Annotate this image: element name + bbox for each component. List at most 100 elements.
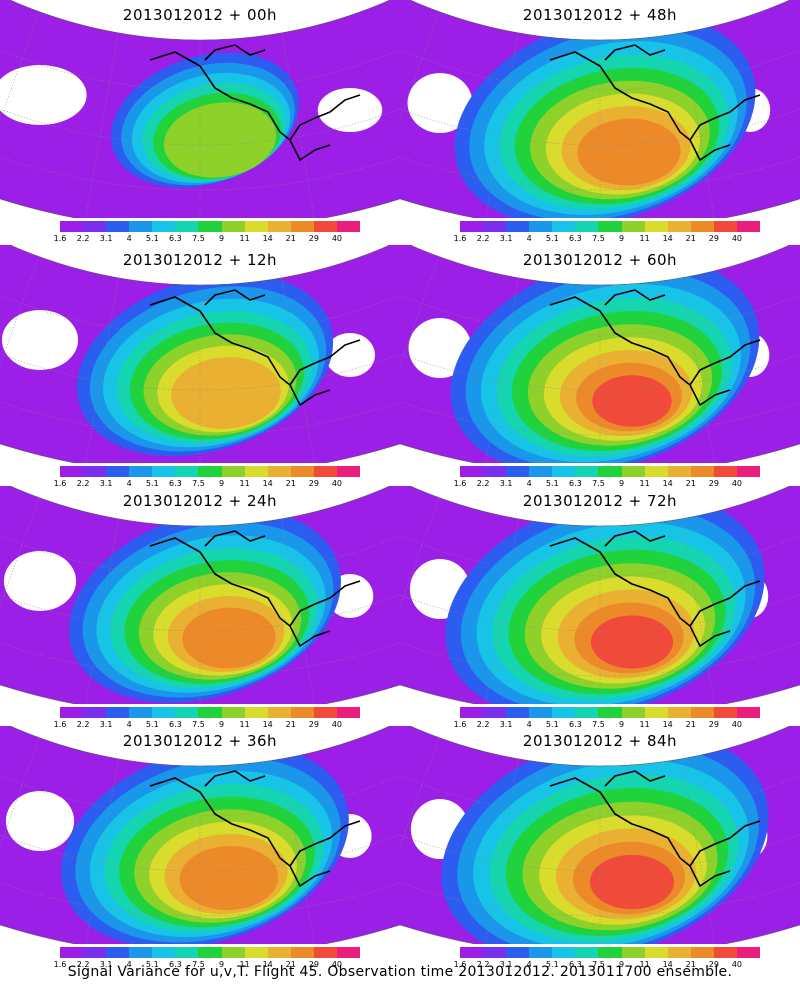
map-border — [400, 245, 800, 463]
variance-contour — [179, 845, 279, 911]
colorbar-swatch — [552, 221, 576, 232]
colorbar-tick-label: 14 — [662, 720, 673, 729]
colorbar-tick-label: 6.3 — [169, 720, 182, 729]
colorbar-swatch — [221, 466, 245, 477]
colorbar-tick-label: 5.1 — [545, 479, 559, 488]
map-border — [0, 245, 400, 463]
colorbar-swatch — [460, 221, 484, 232]
colorbar-tick-label: 11 — [239, 720, 250, 729]
colorbar-tick-label: 14 — [662, 960, 673, 969]
colorbar-swatch — [129, 707, 153, 718]
colorbar-swatch — [621, 707, 645, 718]
colorbar-tick-label: 9 — [618, 960, 625, 969]
colorbar-tick-label: 7.5 — [592, 960, 605, 969]
colorbar-tick-label: 6.3 — [569, 234, 582, 243]
colorbar-tick-label: 1.6 — [53, 720, 67, 729]
colorbar-swatch — [244, 221, 268, 232]
variance-map — [400, 726, 800, 944]
colorbar-tick-label: 1.6 — [53, 960, 67, 969]
colorbar-tick-label: 6.3 — [169, 960, 182, 969]
colorbar-tick-label: 11 — [639, 960, 650, 969]
low-variance-region — [407, 73, 473, 133]
map-border — [0, 486, 400, 704]
colorbar-swatch — [198, 707, 222, 718]
coastline — [549, 770, 761, 887]
colorbar-tick-label: 3.1 — [499, 960, 513, 969]
colorbar-tick-label: 29 — [708, 234, 719, 243]
colorbar-swatch — [713, 221, 737, 232]
colorbar-swatch — [713, 707, 737, 718]
colorbar-tick-label: 4 — [526, 720, 532, 729]
coastline — [549, 289, 761, 406]
map-border — [400, 0, 800, 218]
colorbar-swatch — [106, 707, 130, 718]
colorbar-labels: 1.6 2.2 3.1 4 5.1 6.3 7.5 9 11 14 21 29 40 — [454, 720, 760, 730]
colorbar-swatch — [690, 466, 714, 477]
variance-map — [0, 245, 400, 463]
colorbar — [60, 947, 361, 958]
colorbar-tick-label: 5.1 — [145, 479, 159, 488]
colorbar-swatch — [175, 221, 199, 232]
variance-contour — [577, 118, 681, 186]
colorbar-swatch — [198, 947, 222, 958]
colorbar-swatch — [483, 466, 507, 477]
colorbar-tick-label: 6.3 — [169, 234, 182, 243]
colorbar-swatch — [529, 707, 553, 718]
variance-contour — [592, 375, 672, 427]
colorbar-swatch — [621, 466, 645, 477]
variance-map — [0, 0, 400, 218]
colorbar-tick-label: 6.3 — [569, 960, 582, 969]
low-variance-region — [317, 88, 383, 132]
colorbar-labels: 1.6 2.2 3.1 4 5.1 6.3 7.5 9 11 14 21 29 40 — [454, 234, 760, 244]
colorbar-swatch — [267, 466, 291, 477]
colorbar-labels: 1.6 2.2 3.1 4 5.1 6.3 7.5 9 11 14 21 29 40 — [54, 720, 360, 730]
colorbar-tick-label: 9 — [218, 479, 225, 488]
colorbar-tick-label: 21 — [685, 720, 696, 729]
map-panel: 2013012012 + 84h 1.6 2.2 3.1 4 5.1 6.3 7.5 9 11 14… — [400, 726, 800, 971]
colorbar-swatch — [621, 221, 645, 232]
colorbar-swatch — [575, 466, 599, 477]
map-panel: 2013012012 + 00h 1.6 2.2 3.1 4 5.1 6.3 7.5 9 11 14… — [0, 0, 400, 245]
panel-title: 2013012012 + 84h — [522, 732, 678, 750]
variance-map — [400, 0, 800, 218]
panel-title: 2013012012 + 48h — [522, 6, 678, 24]
colorbar-tick-label: 9 — [218, 960, 225, 969]
variance-map — [0, 486, 400, 704]
colorbar-tick-label: 11 — [639, 479, 650, 488]
colorbar-tick-label: 9 — [618, 479, 625, 488]
colorbar-tick-label: 29 — [308, 960, 319, 969]
colorbar-tick-label: 5.1 — [545, 960, 559, 969]
colorbar-swatch — [152, 707, 176, 718]
colorbar-swatch — [60, 707, 84, 718]
colorbar-tick-label: 2.2 — [476, 479, 490, 488]
low-variance-region — [3, 551, 77, 611]
colorbar-swatch — [736, 221, 761, 232]
colorbar-swatch — [290, 707, 314, 718]
colorbar-tick-label: 2.2 — [476, 960, 490, 969]
colorbar-tick-label: 9 — [218, 720, 225, 729]
colorbar-tick-label: 5.1 — [145, 960, 159, 969]
colorbar-tick-label: 2.2 — [76, 960, 90, 969]
colorbar-swatch — [313, 707, 337, 718]
colorbar-tick-label: 2.2 — [76, 234, 90, 243]
colorbar-swatch — [267, 707, 291, 718]
colorbar-swatch — [129, 221, 153, 232]
colorbar-swatch — [336, 947, 361, 958]
colorbar-tick-label: 1.6 — [453, 234, 467, 243]
colorbar-swatch — [83, 947, 107, 958]
colorbar-tick-label: 4 — [126, 479, 132, 488]
colorbar-swatch — [129, 947, 153, 958]
colorbar — [60, 707, 361, 718]
colorbar-labels: 1.6 2.2 3.1 4 5.1 6.3 7.5 9 11 14 21 29 40 — [54, 234, 360, 244]
colorbar-tick-label: 9 — [618, 720, 625, 729]
colorbar-tick-label: 40 — [731, 479, 743, 488]
colorbar-tick-label: 14 — [662, 479, 673, 488]
colorbar-tick-label: 21 — [285, 479, 296, 488]
coastline — [149, 530, 361, 647]
coastline — [549, 530, 761, 647]
colorbar-swatch — [483, 221, 507, 232]
map-panel: 2013012012 + 24h 1.6 2.2 3.1 4 5.1 6.3 7.5 9 11 14… — [0, 486, 400, 731]
colorbar-tick-label: 29 — [708, 960, 719, 969]
colorbar-tick-label: 4 — [526, 234, 532, 243]
colorbar-swatch — [336, 221, 361, 232]
